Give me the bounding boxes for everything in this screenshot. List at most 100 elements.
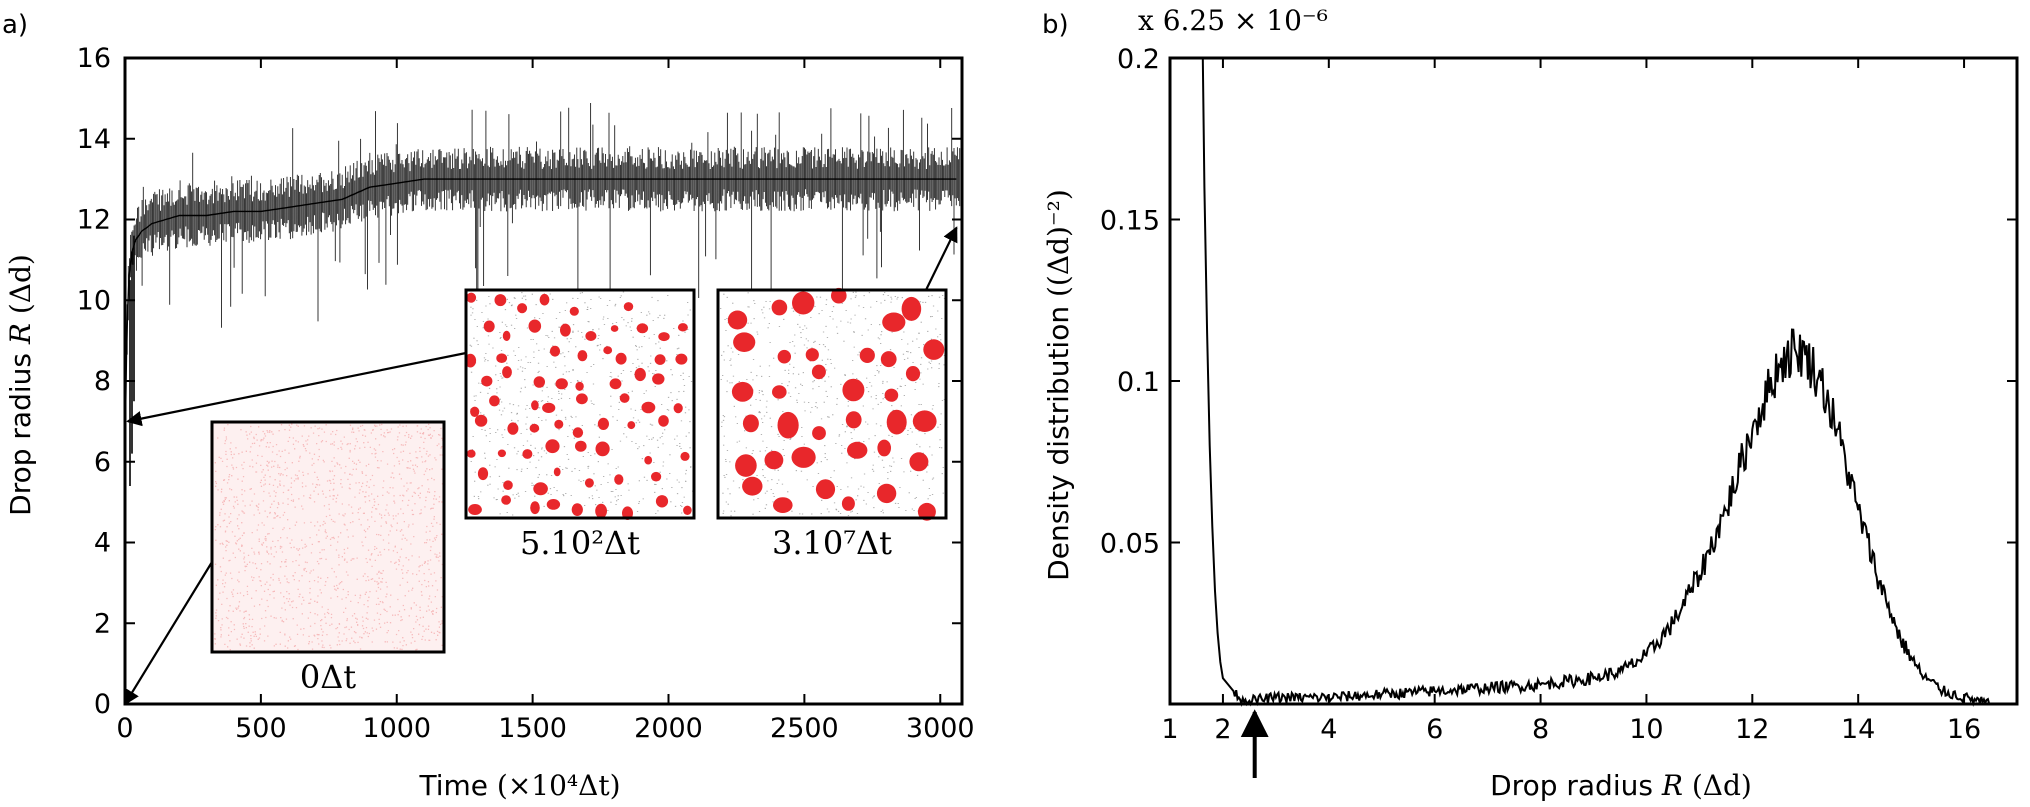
- inset-drop: [554, 419, 564, 429]
- panel-b-x-tick-label: 8: [1532, 714, 1549, 745]
- panel-b-x-axis-label: Drop radius R (Δd): [1490, 769, 1752, 802]
- inset-drop: [572, 427, 584, 438]
- inset-drop: [595, 441, 610, 457]
- inset-drop: [477, 467, 489, 481]
- inset-drop: [507, 422, 519, 435]
- inset-drop: [877, 439, 891, 457]
- inset-drop: [483, 320, 495, 333]
- panel-a-x-tick-label: 1000: [362, 713, 431, 744]
- inset-drop: [614, 474, 624, 485]
- panel-b-x-tick-label: 12: [1735, 714, 1769, 745]
- inset-drop: [654, 354, 666, 365]
- inset-drop: [636, 323, 649, 334]
- inset-drop: [651, 471, 662, 482]
- inset-drop: [815, 479, 836, 500]
- inset-drop: [727, 310, 748, 330]
- inset-drop: [615, 352, 627, 365]
- panel-a-frame: [123, 56, 964, 706]
- inset-drop: [595, 503, 607, 519]
- panel-a-x-tick-label: 2000: [634, 713, 703, 744]
- inset-drop: [841, 496, 855, 511]
- panel-b-x-tick-label: 2: [1214, 714, 1231, 745]
- inset-arrow: [126, 351, 467, 427]
- inset-background: [466, 290, 694, 518]
- inset-label: 3.10⁷Δt: [772, 524, 892, 562]
- inset-label: 5.10²Δt: [520, 524, 640, 562]
- inset-drop: [912, 410, 937, 433]
- inset-drop: [901, 296, 922, 321]
- inset-drop: [791, 446, 816, 468]
- inset-drop: [569, 306, 579, 316]
- inset-drop: [468, 504, 482, 515]
- panel-a-y-axis-label: Drop radius R (Δd): [4, 254, 37, 516]
- inset-drop: [528, 319, 542, 333]
- inset-drop: [777, 349, 791, 364]
- inset-drop: [923, 339, 945, 360]
- inset-2: 3.10⁷Δt: [716, 226, 958, 562]
- inset-drop: [533, 376, 545, 388]
- inset-drop: [466, 449, 476, 458]
- panel-b-label: b): [1042, 10, 1069, 40]
- inset-drop: [470, 406, 480, 417]
- panel-a-y-tick-label: 10: [77, 285, 111, 316]
- panel-a-y-tick-label: 2: [94, 608, 111, 639]
- inset-drop: [831, 287, 847, 304]
- inset-drop: [627, 421, 636, 430]
- inset-drop: [517, 303, 528, 314]
- inset-drop: [842, 378, 865, 402]
- panel-b-y-tick-label: 0.15: [1100, 206, 1160, 237]
- panel-a-y-tick-label: 0: [94, 689, 111, 720]
- inset-drop: [733, 332, 756, 353]
- inset-drop: [560, 323, 571, 337]
- inset-drop: [886, 409, 907, 435]
- inset-drop: [553, 467, 561, 477]
- inset-drop: [575, 440, 587, 452]
- inset-drop: [530, 501, 540, 515]
- inset-drop: [644, 455, 653, 465]
- inset-drop: [658, 332, 670, 342]
- inset-drop: [529, 423, 540, 433]
- inset-arrow: [925, 226, 958, 291]
- panel-a-y-tick-label: 12: [77, 205, 111, 236]
- inset-drop: [571, 503, 583, 516]
- inset-drop: [811, 364, 826, 380]
- inset-1: 5.10²Δt: [126, 288, 696, 562]
- panel-a-x-tick-label: 3000: [906, 713, 975, 744]
- inset-drop: [683, 505, 692, 515]
- panel-a-x-axis-label: Time (×10⁴Δt): [418, 769, 620, 802]
- panel-a-x-tick-label: 500: [235, 713, 287, 744]
- inset-drop: [880, 351, 897, 368]
- panel-b-x-tick-label: 4: [1320, 714, 1337, 745]
- inset-drop: [680, 451, 690, 461]
- panel-b-series-line: [1201, 57, 1991, 708]
- panel-a-ticks: 0 500 1000 1500 2000 2500 3000 0 2 4 6 8 10 12 14 16: [77, 43, 975, 744]
- inset-drop: [481, 375, 493, 387]
- inset-drop: [496, 353, 508, 364]
- panel-a-y-tick-label: 4: [94, 528, 111, 559]
- inset-drop: [555, 378, 568, 390]
- inset-drop: [917, 502, 936, 521]
- inset-drop: [735, 454, 757, 477]
- inset-drop: [742, 414, 759, 433]
- inset-drop: [634, 367, 646, 382]
- inset-0: 0Δt: [124, 420, 446, 706]
- inset-drop: [884, 388, 899, 402]
- inset-drop: [673, 403, 683, 414]
- inset-drop: [677, 323, 688, 332]
- panel-b-scale-label: x 6.25 × 10⁻⁶: [1138, 4, 1328, 37]
- inset-drop: [764, 450, 784, 470]
- panel-a-y-tick-label: 16: [77, 43, 111, 74]
- inset-drop: [502, 366, 512, 379]
- inset-drop: [489, 395, 500, 407]
- panel-b-y-axis-label: Density distribution ((Δd)⁻²): [1042, 189, 1075, 581]
- inset-drop: [675, 353, 688, 365]
- inset-drop: [474, 414, 488, 427]
- inset-drop: [522, 449, 533, 459]
- panel-b-y-tick-label: 0.05: [1100, 529, 1160, 560]
- inset-drop: [792, 291, 815, 315]
- inset-drop: [905, 366, 921, 382]
- inset-drop: [546, 499, 561, 510]
- panel-a: a) 0 500 1000 1500 2000 2500 3000 0 2 4 6 8 10 12 14 16…: [2, 10, 975, 802]
- inset-drop: [575, 381, 584, 391]
- panel-a-y-tick-label: 8: [94, 366, 111, 397]
